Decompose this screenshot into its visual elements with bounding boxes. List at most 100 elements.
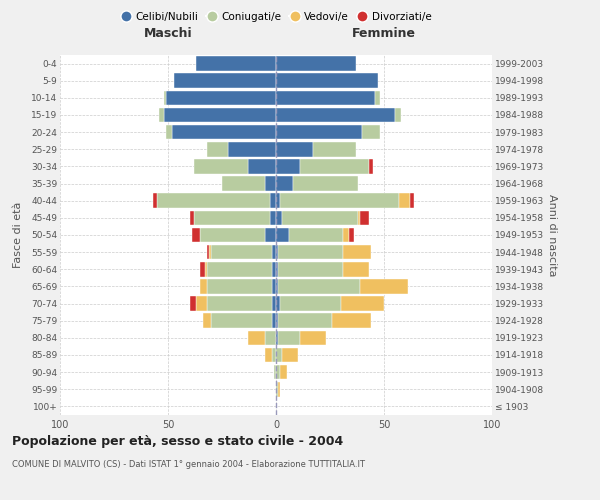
Bar (276, 262, 278, 276)
Bar (278, 279, 360, 293)
Bar (160, 108, 164, 122)
Bar (272, 279, 276, 293)
Bar (276, 159, 300, 174)
Bar (276, 348, 283, 362)
Bar (190, 210, 194, 225)
Bar (362, 125, 380, 140)
Bar (274, 365, 276, 380)
Bar (276, 142, 313, 156)
Bar (280, 194, 399, 208)
Bar (276, 296, 280, 311)
Text: Femmine: Femmine (352, 27, 416, 40)
Bar (376, 90, 380, 105)
Bar (341, 296, 384, 311)
Bar (276, 74, 377, 88)
Bar (207, 262, 272, 276)
Legend: Celibi/Nubili, Coniugati/e, Vedovi/e, Divorziati/e: Celibi/Nubili, Coniugati/e, Vedovi/e, Di… (116, 8, 436, 26)
Bar (265, 330, 276, 345)
Bar (276, 56, 356, 71)
Bar (196, 56, 276, 71)
Bar (349, 228, 354, 242)
Bar (209, 245, 211, 260)
Bar (211, 314, 272, 328)
Bar (164, 90, 166, 105)
Bar (276, 382, 278, 396)
Bar (166, 125, 172, 140)
Bar (205, 262, 207, 276)
Bar (265, 348, 272, 362)
Bar (395, 108, 401, 122)
Bar (207, 245, 209, 260)
Bar (369, 159, 373, 174)
Bar (203, 314, 211, 328)
Bar (289, 228, 343, 242)
Bar (278, 245, 343, 260)
Bar (360, 210, 369, 225)
Bar (276, 176, 293, 191)
Bar (153, 194, 157, 208)
Bar (276, 108, 395, 122)
Bar (293, 176, 358, 191)
Text: Popolazione per età, sesso e stato civile - 2004: Popolazione per età, sesso e stato civil… (12, 435, 343, 448)
Bar (194, 210, 269, 225)
Bar (196, 296, 207, 311)
Bar (276, 330, 278, 345)
Bar (410, 194, 414, 208)
Bar (269, 210, 276, 225)
Bar (276, 194, 280, 208)
Bar (358, 210, 360, 225)
Bar (276, 245, 278, 260)
Bar (343, 245, 371, 260)
Bar (332, 314, 371, 328)
Bar (272, 314, 276, 328)
Bar (200, 228, 265, 242)
Bar (265, 228, 276, 242)
Text: COMUNE DI MALVITO (CS) - Dati ISTAT 1° gennaio 2004 - Elaborazione TUTTITALIA.IT: COMUNE DI MALVITO (CS) - Dati ISTAT 1° g… (12, 460, 365, 469)
Bar (272, 245, 276, 260)
Bar (300, 330, 326, 345)
Bar (175, 74, 276, 88)
Bar (280, 296, 341, 311)
Bar (276, 125, 362, 140)
Bar (343, 228, 349, 242)
Bar (172, 125, 276, 140)
Bar (207, 142, 229, 156)
Bar (278, 262, 343, 276)
Bar (272, 296, 276, 311)
Bar (276, 228, 289, 242)
Bar (194, 159, 248, 174)
Bar (265, 176, 276, 191)
Bar (276, 314, 278, 328)
Bar (222, 176, 265, 191)
Bar (272, 262, 276, 276)
Bar (280, 365, 287, 380)
Bar (300, 159, 369, 174)
Bar (313, 142, 356, 156)
Bar (164, 108, 276, 122)
Bar (272, 348, 276, 362)
Bar (360, 279, 408, 293)
Bar (248, 159, 276, 174)
Bar (283, 210, 358, 225)
Bar (276, 210, 283, 225)
Bar (276, 279, 278, 293)
Bar (211, 245, 272, 260)
Bar (166, 90, 276, 105)
Bar (192, 228, 200, 242)
Text: Anni di nascita: Anni di nascita (547, 194, 557, 276)
Bar (207, 296, 272, 311)
Bar (200, 279, 207, 293)
Bar (276, 365, 280, 380)
Bar (343, 262, 369, 276)
Bar (200, 262, 205, 276)
Bar (278, 314, 332, 328)
Bar (190, 296, 196, 311)
Bar (283, 348, 298, 362)
Bar (278, 330, 300, 345)
Bar (278, 382, 280, 396)
Bar (248, 330, 265, 345)
Bar (399, 194, 410, 208)
Bar (157, 194, 269, 208)
Bar (269, 194, 276, 208)
Bar (276, 90, 376, 105)
